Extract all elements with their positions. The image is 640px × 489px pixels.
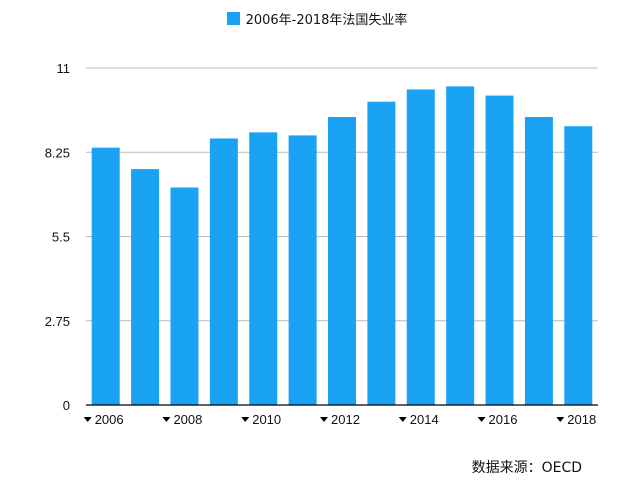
bar-2016 [485,95,514,405]
chevron-down-icon [83,417,92,422]
legend: 2006年-2018年法国失业率 [0,9,640,28]
x-tick-label: 2012 [331,412,360,427]
bar-2006 [91,147,120,405]
y-tick-label: 5.5 [52,230,70,245]
bar-2014 [406,89,435,405]
bar-2008 [170,187,199,405]
x-tick-label: 2010 [252,412,281,427]
bar-2013 [367,101,396,405]
x-tick-label: 2018 [567,412,596,427]
legend-label: 2006年-2018年法国失业率 [245,13,408,28]
bar-2009 [209,138,238,406]
bar-2010 [249,132,278,405]
bar-2018 [564,126,593,405]
legend-swatch [226,12,240,25]
x-tick-label: 2008 [173,412,202,427]
chevron-down-icon [241,417,250,422]
bar-2012 [328,117,356,405]
y-tick-label: 8.25 [45,145,70,160]
bar-2017 [524,117,553,405]
chevron-down-icon [398,417,407,422]
y-tick-label: 11 [57,61,71,76]
bar-2007 [131,169,160,405]
chevron-down-icon [162,417,171,422]
chevron-down-icon [320,417,328,422]
y-tick-label: 0 [63,398,70,413]
source-note: 数据来源：OECD [471,460,582,476]
x-tick-label: 2006 [95,412,124,427]
chevron-down-icon [477,417,486,422]
x-tick-label: 2014 [410,412,439,427]
bar-2011 [288,135,317,405]
x-tick-label: 2016 [489,412,518,427]
y-tick-label: 2.75 [45,314,70,329]
chevron-down-icon [556,417,565,422]
bar-2015 [446,86,475,405]
